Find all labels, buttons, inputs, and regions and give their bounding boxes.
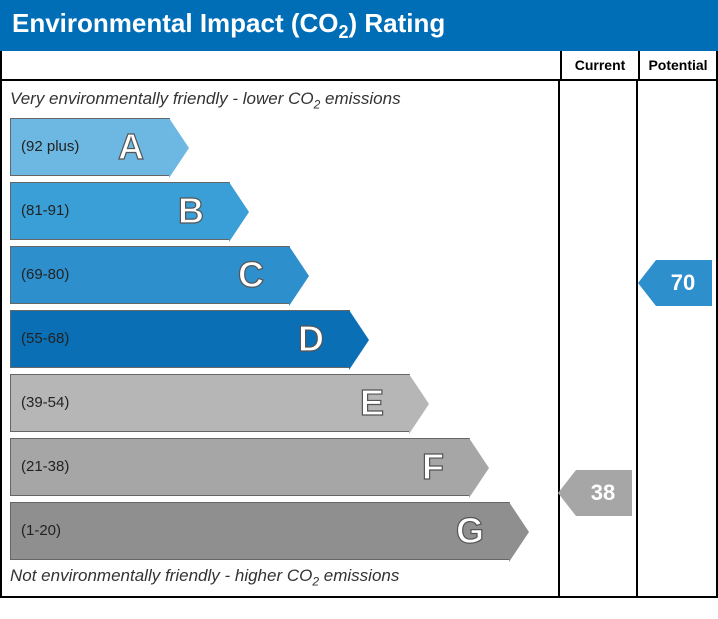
band-letter: G (456, 510, 484, 552)
band-a: (92 plus) A (10, 118, 170, 176)
bands-holder: (92 plus) A (81-91) B (69-80) C (55-68) D (39-54… (10, 118, 550, 560)
band-c: (69-80) C (10, 246, 290, 304)
band-g: (1-20) G (10, 502, 510, 560)
indicator-current: 38 (576, 470, 632, 516)
indicator-col-potential: 70 (638, 81, 716, 596)
band-f: (21-38) F (10, 438, 470, 496)
band-letter: D (298, 318, 324, 360)
band-letter: F (422, 446, 444, 488)
band-letter: E (360, 382, 384, 424)
col-head-blank (2, 51, 560, 81)
band-range: (81-91) (11, 202, 69, 219)
band-range: (69-80) (11, 266, 69, 283)
bands-cell: Very environmentally friendly - lower CO… (2, 81, 560, 596)
band-b: (81-91) B (10, 182, 230, 240)
title-bar: Environmental Impact (CO2) Rating (0, 0, 718, 51)
band-range: (55-68) (11, 330, 69, 347)
indicator-potential-value: 70 (671, 270, 695, 296)
indicator-potential: 70 (656, 260, 712, 306)
title-sub: 2 (339, 22, 349, 42)
band-e: (39-54) E (10, 374, 410, 432)
rating-grid: Current Potential Very environmentally f… (0, 51, 718, 598)
col-head-potential: Potential (638, 51, 716, 81)
title-suffix: ) Rating (349, 8, 446, 38)
band-letter: B (178, 190, 204, 232)
indicator-col-current: 38 (560, 81, 638, 596)
band-letter: C (238, 254, 264, 296)
band-range: (21-38) (11, 458, 69, 475)
caption-bot: Not environmentally friendly - higher CO… (10, 566, 550, 588)
band-range: (1-20) (11, 522, 61, 539)
title-prefix: Environmental Impact (CO (12, 8, 339, 38)
band-range: (92 plus) (11, 138, 79, 155)
indicator-current-value: 38 (591, 480, 615, 506)
caption-top: Very environmentally friendly - lower CO… (10, 89, 550, 111)
band-d: (55-68) D (10, 310, 350, 368)
col-head-current: Current (560, 51, 638, 81)
band-letter: A (118, 126, 144, 168)
band-range: (39-54) (11, 394, 69, 411)
